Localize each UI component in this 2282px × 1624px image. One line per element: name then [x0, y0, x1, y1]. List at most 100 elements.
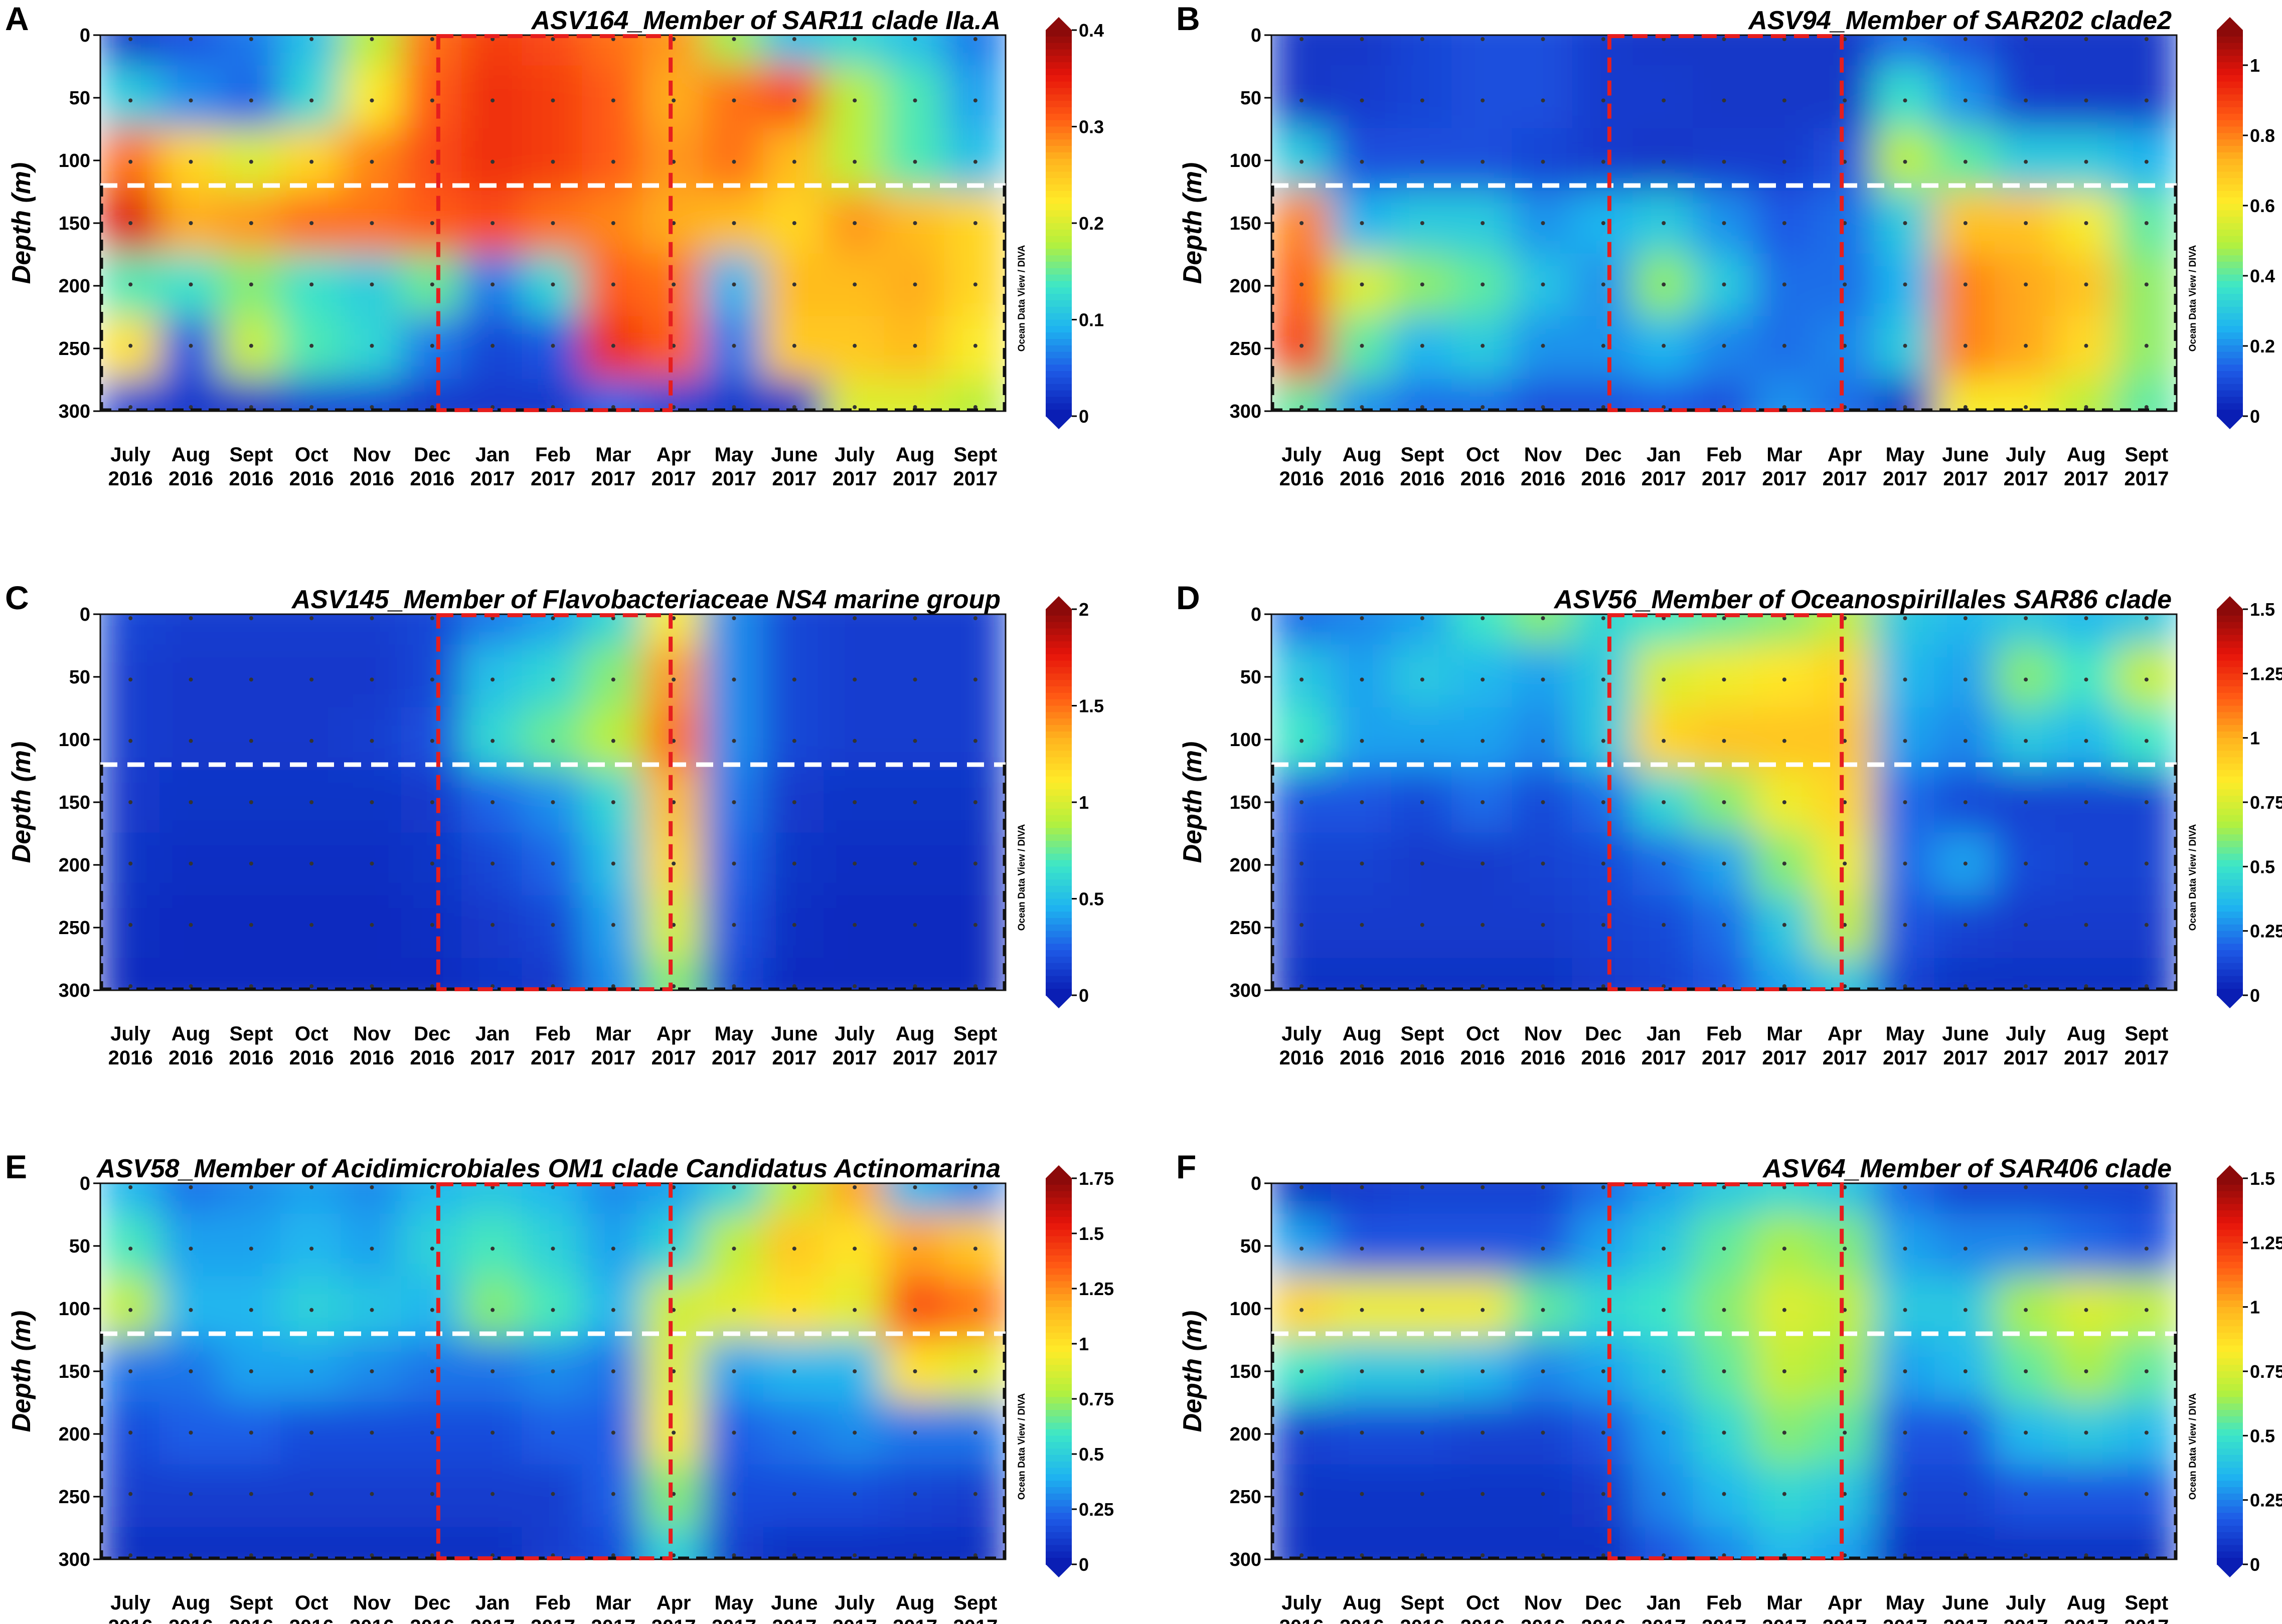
heatmap-cell [944, 1464, 1006, 1529]
colorbar: 0 0.1 0.2 0.3 0.4 [1046, 17, 1104, 429]
y-tick-label: 300 [1230, 401, 1261, 422]
colorbar-step [1046, 152, 1072, 159]
sample-point [732, 923, 736, 927]
colorbar-step [2217, 1500, 2243, 1507]
sample-point [128, 98, 133, 103]
colorbar-step [2217, 281, 2243, 288]
sample-point [2084, 1430, 2088, 1435]
sample-point [309, 923, 314, 927]
x-tick-month: Aug [2067, 1592, 2106, 1614]
sample-point [2144, 677, 2149, 682]
sample-point [672, 221, 676, 225]
colorbar-step [1046, 764, 1072, 771]
heatmap-cell [884, 1464, 946, 1529]
sample-point [309, 1553, 314, 1557]
sample-point [249, 923, 253, 927]
sample-point [672, 923, 676, 927]
sample-point [672, 1308, 676, 1312]
sample-point [249, 616, 253, 620]
colorbar-step [1046, 615, 1072, 623]
colorbar-step [1046, 62, 1072, 69]
sample-point [1843, 923, 1847, 927]
heatmap-cell [703, 895, 765, 960]
x-tick-month: Oct [1466, 1023, 1500, 1045]
heatmap-cell [159, 65, 222, 130]
colorbar-tick-label: 0.5 [1079, 1444, 1104, 1465]
colorbar-step [1046, 712, 1072, 719]
x-tick-year: 2017 [2004, 1616, 2048, 1624]
colorbar-step [2217, 1358, 2243, 1366]
colorbar-step [1046, 847, 1072, 854]
sample-point [249, 1492, 253, 1496]
sample-point [1481, 343, 1485, 348]
sample-point [1662, 98, 1666, 103]
sample-point [611, 98, 615, 103]
sample-point [189, 984, 193, 988]
colorbar-step [2217, 1538, 2243, 1546]
colorbar-step [2217, 403, 2243, 411]
colorbar-step [1046, 699, 1072, 706]
sample-point [1360, 1308, 1364, 1312]
colorbar-step [1046, 1236, 1072, 1243]
heatmap-cell [341, 1213, 403, 1279]
colorbar-step [1046, 635, 1072, 642]
sample-point [1903, 1430, 1907, 1435]
colorbar-step [1046, 358, 1072, 366]
colorbar-step [2217, 287, 2243, 295]
sample-point [611, 1492, 615, 1496]
colorbar-step [1046, 242, 1072, 250]
colorbar-step [2217, 770, 2243, 777]
sample-point [913, 37, 917, 41]
colorbar-step [2217, 332, 2243, 339]
sample-point [370, 616, 374, 620]
panel-letter: E [5, 1148, 27, 1185]
sample-point [2144, 405, 2149, 409]
x-tick-month: July [1281, 444, 1322, 466]
sample-point [491, 1492, 495, 1496]
colorbar-step [1046, 1229, 1072, 1237]
sample-point [128, 282, 133, 287]
sample-point [1420, 1430, 1424, 1435]
x-tick-year: 2017 [1702, 1616, 1746, 1624]
x-tick-year: 2016 [1460, 1047, 1505, 1069]
colorbar-step [1046, 1506, 1072, 1514]
colorbar-step [2217, 1474, 2243, 1482]
heatmap-cell [2055, 644, 2117, 709]
colorbar-step [2217, 1178, 2243, 1185]
heatmap-cell [159, 644, 222, 709]
colorbar-step [1046, 1365, 1072, 1372]
sample-point [1662, 739, 1666, 743]
heatmap-cell [159, 895, 222, 960]
colorbar-step [2217, 1551, 2243, 1559]
y-tick-label: 250 [59, 338, 90, 359]
sample-point [491, 159, 495, 164]
colorbar-step [2217, 390, 2243, 398]
heatmap-cell [1995, 1464, 2057, 1529]
x-tick-month: Aug [896, 444, 935, 466]
x-tick-month: Sept [953, 1023, 997, 1045]
colorbar-step [1046, 957, 1072, 964]
watermark: Ocean Data View / DIVA [2188, 824, 2198, 931]
heatmap-cell [1874, 1464, 1936, 1529]
sample-point [1963, 616, 1968, 620]
sample-point [370, 800, 374, 804]
colorbar-step [2217, 1493, 2243, 1501]
sample-point [1601, 1369, 1605, 1373]
sample-point [973, 98, 977, 103]
sample-point [1843, 861, 1847, 866]
heatmap [100, 35, 1006, 411]
colorbar-tick-label: 0.4 [1079, 20, 1104, 41]
sample-point [128, 984, 133, 988]
sample-point [128, 1492, 133, 1496]
colorbar-step [1046, 738, 1072, 745]
colorbar-step [2217, 731, 2243, 739]
colorbar-step [1046, 834, 1072, 841]
heatmap-cell [703, 316, 765, 381]
sample-point [1782, 98, 1786, 103]
colorbar-tick-label: 0.2 [1079, 213, 1104, 234]
sample-point [1662, 677, 1666, 682]
sample-point [1299, 677, 1304, 682]
heatmap-cell [1391, 65, 1453, 130]
sample-point [1299, 1553, 1304, 1557]
sample-point [1299, 1308, 1304, 1312]
